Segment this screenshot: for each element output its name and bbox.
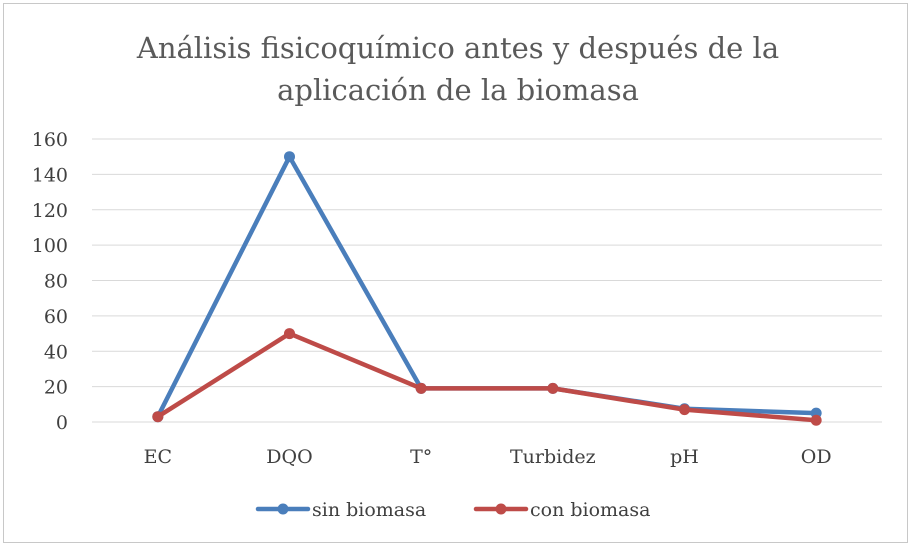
legend-label-con-biomasa: con biomasa — [530, 499, 650, 521]
series-line-sin-biomasa — [155, 154, 819, 419]
y-tick-label-160: 160 — [32, 129, 68, 151]
x-axis-ticks: EC DQO T° Turbidez pH OD — [144, 446, 832, 468]
series-line-con-biomasa — [155, 331, 819, 423]
x-tick-label-4: pH — [670, 446, 699, 468]
legend-label-sin-biomasa: sin biomasa — [312, 499, 426, 521]
chart-title: Análisis fisicoquímico antes y después d… — [136, 31, 779, 107]
x-tick-label-3: Turbidez — [510, 446, 596, 468]
y-tick-label-0: 0 — [56, 412, 68, 434]
chart-frame — [3, 3, 908, 543]
y-tick-label-20: 20 — [44, 377, 68, 399]
x-tick-label-1: DQO — [266, 446, 312, 468]
legend-marker-sin-biomasa — [277, 503, 289, 515]
legend: sin biomasa con biomasa — [255, 499, 650, 521]
data-point-con-biomasa-pH — [679, 404, 690, 416]
x-tick-label-5: OD — [801, 446, 832, 468]
data-point-con-biomasa-OD — [810, 414, 822, 426]
data-point-con-biomasa-EC — [152, 411, 164, 423]
y-tick-label-80: 80 — [44, 271, 68, 293]
data-point-con-biomasa-T° — [415, 382, 427, 394]
y-axis-ticks: 0 20 40 60 80 100 120 140 160 — [32, 129, 68, 434]
y-tick-label-140: 140 — [32, 164, 68, 186]
y-tick-label-60: 60 — [44, 306, 68, 328]
y-tick-label-100: 100 — [32, 235, 68, 257]
gridlines — [92, 138, 882, 423]
chart-title-line-2: aplicación de la biomasa — [277, 73, 639, 107]
y-tick-label-40: 40 — [44, 341, 68, 363]
y-tick-label-120: 120 — [32, 200, 68, 222]
data-point-con-biomasa-Turbidez — [547, 382, 559, 394]
data-point-sin-biomasa-DQO — [284, 151, 295, 163]
x-tick-label-0: EC — [144, 446, 172, 468]
chart-title-line-1: Análisis fisicoquímico antes y después d… — [136, 31, 779, 65]
data-point-con-biomasa-DQO — [284, 328, 295, 340]
x-tick-label-2: T° — [410, 446, 432, 468]
legend-marker-con-biomasa — [495, 503, 507, 515]
series-lines — [152, 151, 822, 426]
